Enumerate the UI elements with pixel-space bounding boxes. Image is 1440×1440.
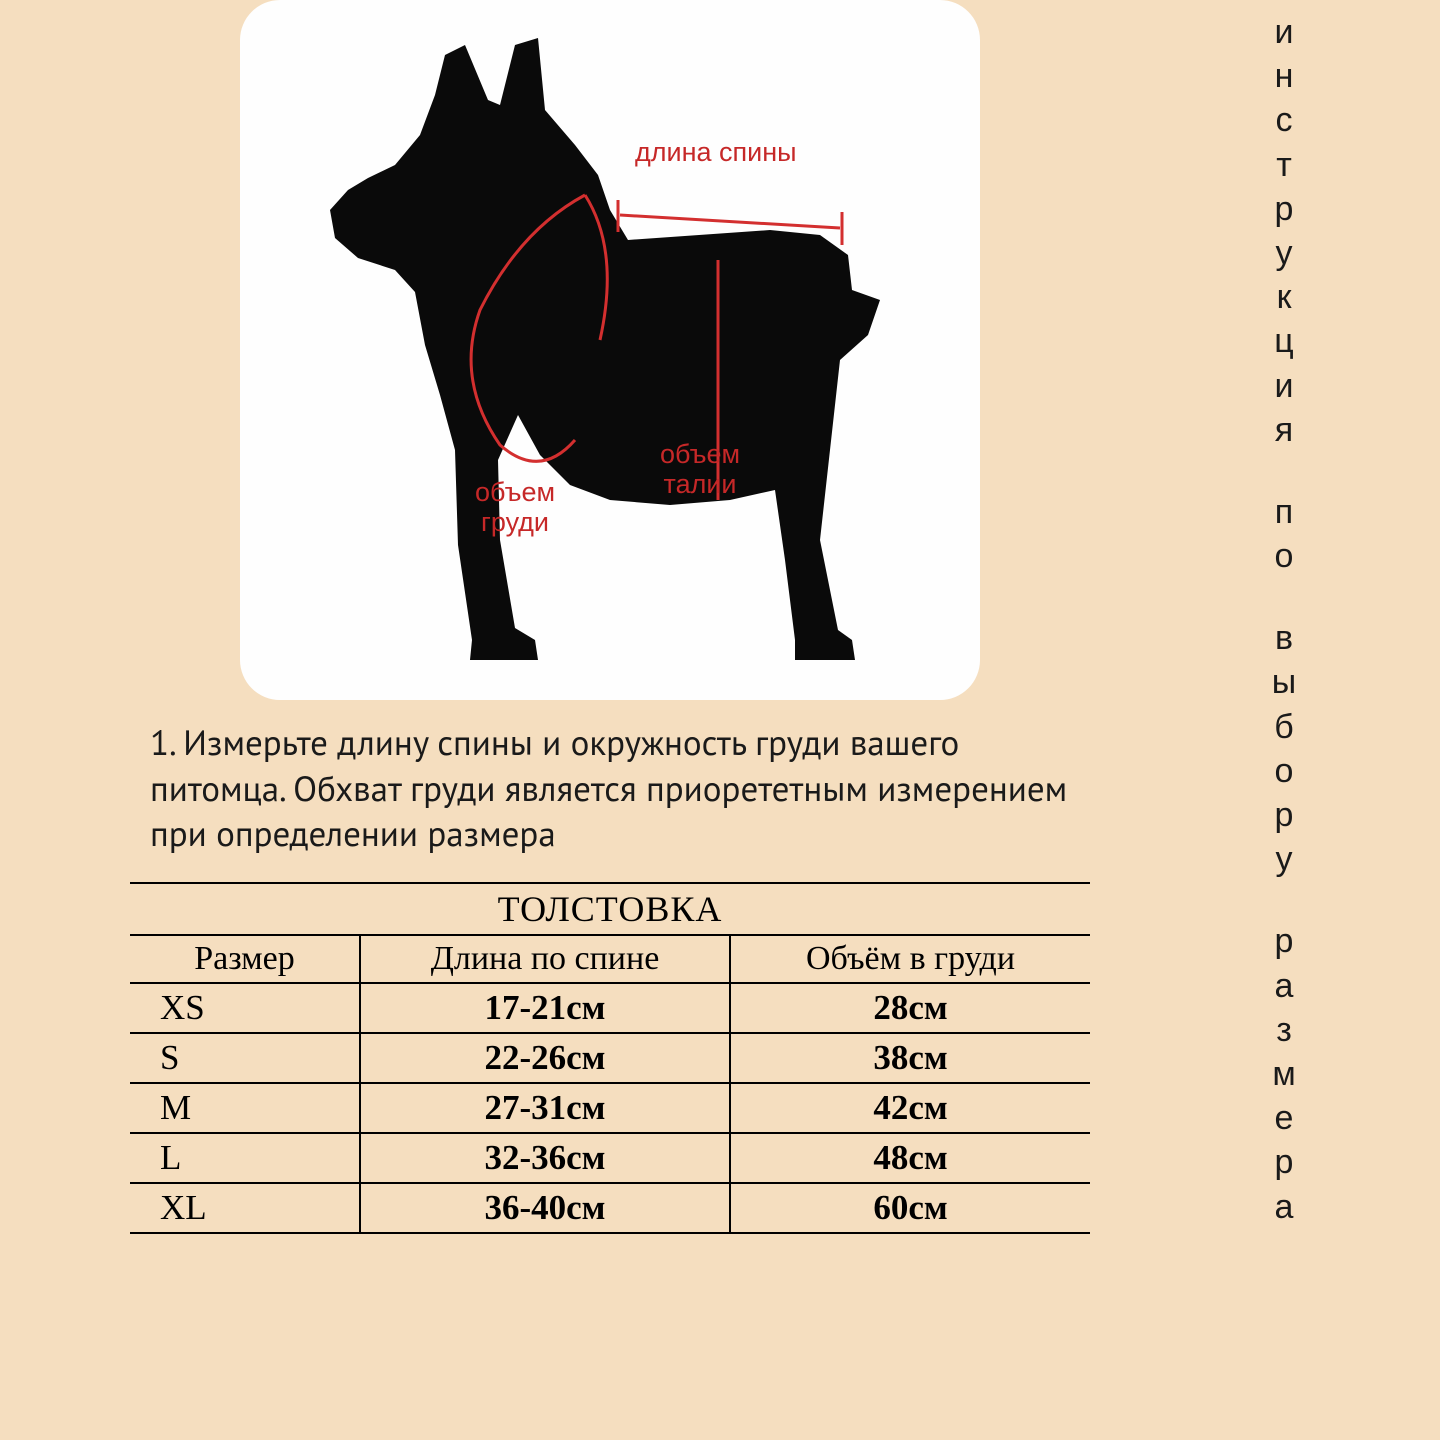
vertical-char: о [1270,749,1300,793]
vertical-char: н [1270,54,1300,98]
label-back-length: длина спины [635,138,797,168]
vertical-char: б [1270,705,1300,749]
vertical-char: у [1270,231,1300,275]
vertical-char: р [1270,919,1300,963]
vertical-char: я [1270,408,1300,452]
vertical-char [1270,881,1300,919]
size-table: ТОЛСТОВКА Размер Длина по спине Объём в … [130,882,1090,1234]
col-back: Длина по спине [360,935,730,983]
table-cell: S [130,1033,360,1083]
vertical-char: с [1270,98,1300,142]
col-size: Размер [130,935,360,983]
table-cell: M [130,1083,360,1133]
table-cell: 17-21см [360,983,730,1033]
label-waist: объем талии [660,440,740,499]
table-cell: XL [130,1183,360,1233]
table-cell: 28см [730,983,1090,1033]
table-header-row: Размер Длина по спине Объём в груди [130,935,1090,983]
vertical-char: р [1270,1140,1300,1184]
vertical-char: з [1270,1008,1300,1052]
col-chest: Объём в груди [730,935,1090,983]
vertical-char: к [1270,275,1300,319]
vertical-char: а [1270,1185,1300,1229]
vertical-char: а [1270,964,1300,1008]
vertical-char: у [1270,837,1300,881]
table-cell: 38см [730,1033,1090,1083]
vertical-char: ы [1270,660,1300,704]
main-content: длина спины объем груди объем талии 1. И… [130,0,1090,1234]
label-chest: объем груди [475,478,555,537]
vertical-char: р [1270,187,1300,231]
diagram-card: длина спины объем груди объем талии [240,0,980,700]
vertical-char: в [1270,616,1300,660]
table-row: XS17-21см28см [130,983,1090,1033]
table-cell: 42см [730,1083,1090,1133]
table-title: ТОЛСТОВКА [130,883,1090,935]
table-cell: 27-31см [360,1083,730,1133]
table-cell: 48см [730,1133,1090,1183]
dog-diagram-svg [240,0,980,700]
table-cell: 32-36см [360,1133,730,1183]
table-cell: 36-40см [360,1183,730,1233]
vertical-char: ц [1270,319,1300,363]
table-title-row: ТОЛСТОВКА [130,883,1090,935]
instruction-text: 1. Измерьте длину спины и окружность гру… [150,720,1090,857]
vertical-title: инструкцияповыборуразмера [1270,10,1300,1229]
vertical-char [1270,452,1300,490]
table-cell: L [130,1133,360,1183]
vertical-char: и [1270,10,1300,54]
vertical-char [1270,578,1300,616]
table-cell: 60см [730,1183,1090,1233]
vertical-char: о [1270,534,1300,578]
table-cell: 22-26см [360,1033,730,1083]
table-row: M27-31см42см [130,1083,1090,1133]
vertical-char: р [1270,793,1300,837]
vertical-char: т [1270,143,1300,187]
vertical-char: м [1270,1052,1300,1096]
table-row: XL36-40см60см [130,1183,1090,1233]
vertical-char: е [1270,1096,1300,1140]
table-cell: XS [130,983,360,1033]
vertical-char: и [1270,364,1300,408]
vertical-char: п [1270,490,1300,534]
dog-silhouette [330,38,880,660]
table-row: L32-36см48см [130,1133,1090,1183]
table-row: S22-26см38см [130,1033,1090,1083]
